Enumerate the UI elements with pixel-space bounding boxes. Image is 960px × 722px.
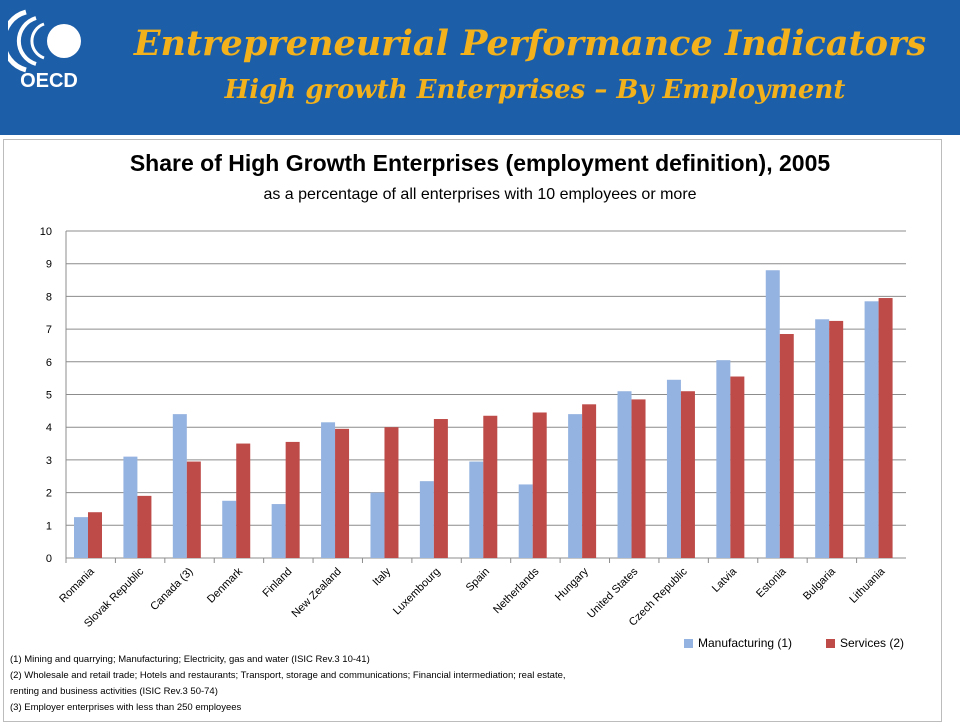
bar-manufacturing	[765, 270, 780, 558]
y-tick-label: 4	[46, 422, 52, 434]
x-tick-label: Bulgaria	[801, 565, 839, 603]
bar-services	[878, 298, 893, 558]
bar-services	[384, 427, 399, 558]
bar-services	[829, 320, 844, 558]
bar-manufacturing	[469, 461, 484, 558]
x-tick-label: Italy	[371, 565, 394, 588]
y-tick-label: 1	[46, 520, 52, 532]
x-tick-label: Netherlands	[491, 565, 542, 616]
x-tick-label: Latvia	[710, 565, 740, 595]
bar-manufacturing	[172, 414, 187, 558]
y-tick-label: 7	[46, 324, 52, 336]
x-tick-label: Denmark	[205, 565, 245, 605]
x-tick-label: Finland	[260, 566, 294, 600]
legend-item-services: Services (2)	[826, 636, 904, 650]
y-tick-label: 8	[46, 291, 52, 303]
bar-services	[285, 441, 300, 558]
bar-manufacturing	[419, 481, 434, 558]
bar-manufacturing	[321, 422, 336, 558]
x-tick-label: Estonia	[754, 565, 789, 600]
x-tick-label: Lithuania	[847, 565, 888, 606]
bar-manufacturing	[568, 414, 583, 558]
legend-swatch-manufacturing	[684, 639, 693, 649]
bar-services	[335, 428, 350, 558]
bar-manufacturing	[370, 492, 385, 558]
slide-header: OECD Entrepreneurial Performance Indicat…	[0, 0, 960, 135]
bar-services	[631, 399, 646, 558]
bar-services	[433, 419, 448, 558]
bar-services	[532, 412, 547, 558]
bar-services	[779, 334, 794, 558]
footnote-2-cont: renting and business activities (ISIC Re…	[10, 686, 218, 697]
slide-title: Entrepreneurial Performance Indicators	[133, 23, 927, 64]
bar-services	[483, 415, 498, 558]
footnotes: (1) Mining and quarrying; Manufacturing;…	[10, 652, 700, 716]
bar-manufacturing	[222, 500, 237, 558]
slide-subtitle: High growth Enterprises – By Employment	[224, 75, 846, 105]
x-tick-label: Romania	[57, 565, 97, 605]
footnote-3: (3) Employer enterprises with less than …	[10, 702, 242, 713]
legend-label-services: Services (2)	[840, 636, 905, 650]
x-tick-label: Luxembourg	[391, 566, 443, 618]
y-tick-label: 5	[46, 390, 52, 402]
bar-manufacturing	[617, 391, 632, 558]
chart-title: Share of High Growth Enterprises (employ…	[129, 150, 831, 176]
y-tick-label: 0	[46, 553, 52, 565]
oecd-logo: OECD	[8, 9, 81, 90]
x-tick-label: United States	[585, 565, 641, 621]
bar-services	[680, 391, 695, 558]
bar-services	[137, 495, 152, 558]
x-tick-label: Canada (3)	[148, 566, 195, 613]
y-tick-label: 10	[40, 226, 52, 238]
footnote-2: (2) Wholesale and retail trade; Hotels a…	[10, 670, 566, 681]
bar-manufacturing	[666, 379, 681, 558]
bar-services	[730, 376, 745, 558]
bar-manufacturing	[716, 360, 731, 558]
legend-label-manufacturing: Manufacturing (1)	[698, 636, 793, 650]
bar-services	[236, 443, 251, 558]
bar-services	[186, 461, 201, 558]
legend-item-manufacturing: Manufacturing (1)	[684, 636, 792, 650]
bar-manufacturing	[74, 517, 88, 558]
y-tick-label: 3	[46, 455, 52, 467]
oecd-logo-text: OECD	[20, 70, 78, 90]
footnote-1: (1) Mining and quarrying; Manufacturing;…	[10, 654, 370, 665]
x-tick-label: New Zealand	[290, 566, 344, 620]
y-tick-label: 9	[46, 259, 52, 271]
x-tick-label: Hungary	[553, 565, 591, 603]
bar-manufacturing	[518, 484, 533, 558]
bar-manufacturing	[271, 504, 286, 558]
bar-services	[582, 404, 597, 558]
legend-swatch-services	[826, 639, 835, 649]
chart-subtitle: as a percentage of all enterprises with …	[263, 186, 697, 203]
bar-manufacturing	[123, 456, 138, 558]
bar-services	[88, 512, 102, 558]
x-tick-label: Spain	[464, 566, 492, 594]
y-tick-label: 2	[46, 488, 52, 500]
bar-manufacturing	[815, 319, 830, 558]
y-tick-label: 6	[46, 357, 52, 369]
bar-manufacturing	[864, 301, 879, 558]
